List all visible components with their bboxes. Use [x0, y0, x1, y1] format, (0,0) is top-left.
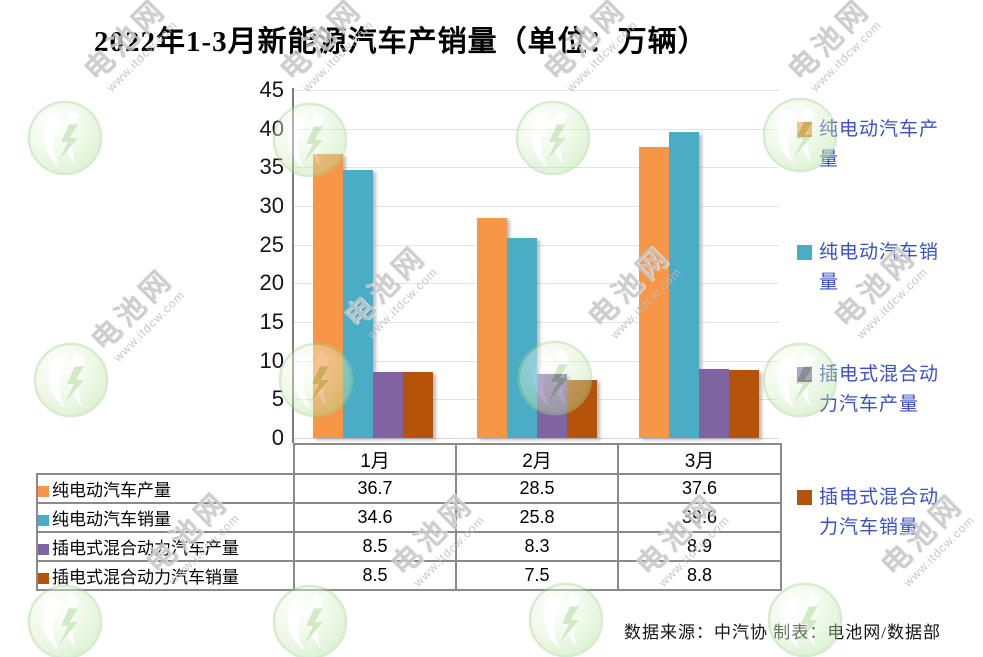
data-table-wrap: 1月 2月 3月纯电动汽车产量 36.7 28.5 37.6 纯电动汽车销量 34.6 25.8… — [36, 443, 782, 591]
table-row-phev-sales: 插电式混合动力汽车销量 8.5 7.5 8.8 — [36, 560, 782, 591]
table-row-swatch-bev-production — [38, 486, 49, 497]
table-value-bev-sales-month-3: 39.6 — [617, 502, 782, 533]
legend-swatch-phev-production — [797, 367, 812, 382]
source-note: 数据来源：中汽协 制表：电池网/数据部 — [624, 623, 941, 642]
bar-phev-production-month-3 — [699, 369, 729, 438]
table-row-label-text: 插电式混合动力汽车产量 — [52, 539, 239, 558]
watermark-text: 电池网 www.itdcw.com — [66, 243, 203, 380]
legend-label-bev-production: 纯电动汽车产量 — [819, 119, 940, 170]
y-axis-tick-label: 5 — [271, 386, 284, 412]
watermark-logo-icon — [26, 99, 104, 177]
gridline — [294, 167, 779, 169]
gridline — [294, 128, 779, 130]
table-row-label-bev-production: 纯电动汽车产量 — [36, 473, 295, 504]
table-header-cell-month-2: 2月 — [455, 443, 619, 475]
table-header-cell-month-3: 3月 — [617, 443, 782, 475]
table-row-phev-production: 插电式混合动力汽车产量 8.5 8.3 8.9 — [36, 531, 782, 562]
bar-bev-sales-month-2 — [506, 238, 537, 438]
watermark-logo-icon — [514, 99, 592, 177]
watermark-brand-text: 电池网 — [782, 0, 878, 88]
table-row-bev-sales: 纯电动汽车销量 34.6 25.8 39.6 — [36, 502, 782, 533]
legend-label-phev-production: 插电式混合动力汽车产量 — [819, 364, 940, 415]
bar-bev-production-month-3 — [639, 147, 669, 438]
table-value-bev-sales-month-1: 34.6 — [293, 502, 457, 533]
watermark-logo-icon — [527, 581, 605, 657]
legend-label-bev-sales: 纯电动汽车销量 — [819, 242, 940, 293]
table-row-label-phev-sales: 插电式混合动力汽车销量 — [36, 560, 295, 591]
watermark-url-text: www.itdcw.com — [110, 287, 188, 365]
y-axis-tick-label: 20 — [259, 270, 284, 296]
y-axis-tick-label: 0 — [271, 425, 284, 450]
legend-item-phev-production: 插电式混合动力汽车产量 — [797, 360, 945, 420]
watermark-logo-icon — [271, 583, 349, 657]
bar-phev-sales-month-3 — [729, 369, 759, 438]
watermark-url-text: www.itdcw.com — [807, 17, 885, 95]
legend-swatch-bev-sales — [797, 245, 812, 260]
y-axis-line — [292, 88, 294, 443]
gridline — [294, 322, 779, 323]
y-axis-tick-label: 30 — [259, 193, 284, 218]
y-axis-tick-label: 40 — [259, 115, 284, 141]
table-value-bev-sales-month-2: 25.8 — [455, 502, 619, 533]
bar-bev-sales-month-1 — [343, 170, 373, 438]
table-row-swatch-phev-sales — [38, 573, 49, 584]
table-body: 纯电动汽车产量 36.7 28.5 37.6 纯电动汽车销量 34.6 25.8 39.6 插电… — [36, 473, 782, 591]
table-row-label-bev-sales: 纯电动汽车销量 — [36, 502, 295, 533]
bar-bev-production-month-1 — [313, 154, 343, 438]
watermark-text: 电池网 www.itdcw.com — [763, 0, 900, 111]
gridline — [294, 90, 779, 91]
legend-swatch-bev-production — [797, 122, 812, 137]
gridline — [294, 244, 779, 246]
y-axis-tick-label: 10 — [259, 347, 284, 373]
table-value-phev-sales-month-2: 7.5 — [455, 560, 619, 591]
table-value-phev-production-month-3: 8.9 — [617, 531, 782, 562]
table-head: 1月 2月 3月 — [37, 443, 782, 475]
table-value-bev-production-month-2: 28.5 — [455, 473, 619, 504]
y-axis-tick-label: 25 — [259, 231, 284, 257]
watermark-brand-text: 电池网 — [85, 262, 181, 358]
legend-label-phev-sales: 插电式混合动力汽车销量 — [819, 487, 940, 538]
table-row-swatch-phev-production — [38, 544, 49, 555]
table-value-phev-production-month-2: 8.3 — [455, 531, 619, 562]
chart-title: 2022年1-3月新能源汽车产销量（单位：万辆） — [94, 26, 708, 58]
table-value-bev-production-month-3: 37.6 — [617, 473, 782, 504]
bar-bev-sales-month-3 — [669, 131, 699, 438]
watermark-logo-icon — [26, 583, 104, 657]
bar-phev-production-month-2 — [536, 373, 567, 438]
table-row-label-text: 插电式混合动力汽车销量 — [52, 568, 239, 587]
table-row-swatch-bev-sales — [38, 515, 49, 526]
watermark-logo-icon — [32, 341, 110, 419]
table-header-cell-month-1: 1月 — [293, 443, 457, 475]
legend-swatch-phev-sales — [797, 490, 812, 505]
table-row-bev-production: 纯电动汽车产量 36.7 28.5 37.6 — [36, 473, 782, 504]
y-axis-tick-label: 45 — [259, 77, 284, 102]
table-value-phev-sales-month-3: 8.8 — [617, 560, 782, 591]
table-row-label-text: 纯电动汽车产量 — [52, 481, 171, 500]
legend-item-bev-sales: 纯电动汽车销量 — [797, 238, 945, 298]
legend-item-bev-production: 纯电动汽车产量 — [797, 115, 945, 175]
gridline — [294, 206, 779, 207]
y-axis-tick-label: 15 — [259, 309, 284, 334]
bar-phev-sales-month-1 — [403, 372, 433, 438]
data-table: 1月 2月 3月纯电动汽车产量 36.7 28.5 37.6 纯电动汽车销量 34.6 25.8… — [36, 443, 782, 591]
y-axis-tick-label: 35 — [259, 154, 284, 180]
table-row-label-text: 纯电动汽车销量 — [52, 510, 171, 529]
table-value-phev-sales-month-1: 8.5 — [293, 560, 457, 591]
gridline — [294, 283, 779, 285]
bar-phev-production-month-1 — [373, 372, 403, 438]
table-row-label-phev-production: 插电式混合动力汽车产量 — [36, 531, 295, 562]
bar-phev-sales-month-2 — [566, 380, 597, 438]
legend-item-phev-sales: 插电式混合动力汽车销量 — [797, 483, 945, 543]
x-axis-line — [294, 438, 779, 439]
bar-bev-production-month-2 — [476, 217, 507, 438]
table-value-phev-production-month-1: 8.5 — [293, 531, 457, 562]
table-value-bev-production-month-1: 36.7 — [293, 473, 457, 504]
table-header-row: 1月 2月 3月 — [37, 443, 782, 475]
table-blank-cell — [37, 444, 294, 474]
